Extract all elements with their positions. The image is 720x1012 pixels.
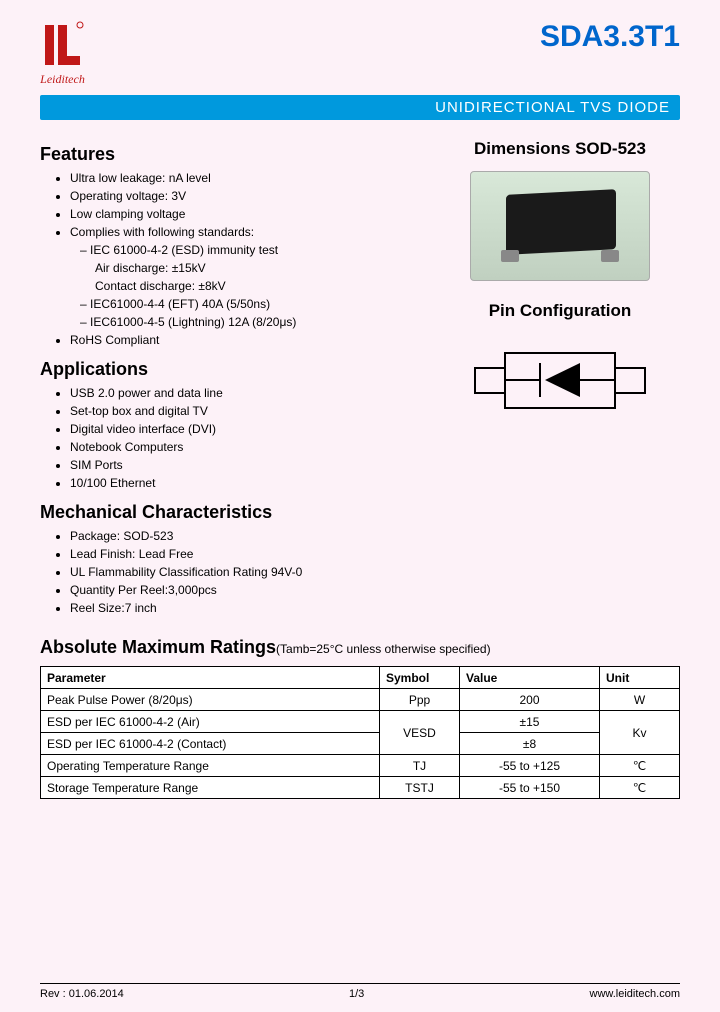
content-columns: Features Ultra low leakage: nA level Ope… (40, 134, 680, 627)
dimensions-title: Dimensions SOD-523 (440, 139, 680, 159)
cell: W (600, 689, 680, 711)
ratings-section: Absolute Maximum Ratings(Tamb=25°C unles… (40, 637, 680, 799)
list-item: Package: SOD-523 (70, 527, 420, 545)
applications-title: Applications (40, 359, 420, 380)
list-item: Complies with following standards: – IEC… (70, 223, 420, 331)
table-row: Storage Temperature Range TSTJ -55 to +1… (41, 777, 680, 799)
list-item: Notebook Computers (70, 438, 420, 456)
list-item: 10/100 Ethernet (70, 474, 420, 492)
logo-icon (40, 20, 85, 70)
table-row: Operating Temperature Range TJ -55 to +1… (41, 755, 680, 777)
logo: Leiditech (40, 20, 85, 87)
cell: VESD (380, 711, 460, 755)
part-number: SDA3.3T1 (540, 20, 680, 54)
right-column: Dimensions SOD-523 Pin Configuration (440, 134, 680, 627)
footer-url: www.leiditech.com (590, 988, 680, 1000)
cell: Operating Temperature Range (41, 755, 380, 777)
list-item: RoHS Compliant (70, 331, 420, 349)
cell: ESD per IEC 61000-4-2 (Contact) (41, 733, 380, 755)
list-item: UL Flammability Classification Rating 94… (70, 563, 420, 581)
list-item: Ultra low leakage: nA level (70, 169, 420, 187)
cell: TJ (380, 755, 460, 777)
cell: ±15 (460, 711, 600, 733)
cell: ±8 (460, 733, 600, 755)
footer: Rev : 01.06.2014 1/3 www.leiditech.com (40, 983, 680, 1000)
th-param: Parameter (41, 667, 380, 689)
ratings-table: Parameter Symbol Value Unit Peak Pulse P… (40, 666, 680, 799)
cell: -55 to +125 (460, 755, 600, 777)
list-item: SIM Ports (70, 456, 420, 474)
list-item: Lead Finish: Lead Free (70, 545, 420, 563)
list-item: Quantity Per Reel:3,000pcs (70, 581, 420, 599)
sub-item: Air discharge: ±15kV (70, 259, 420, 277)
pin-config-diagram (470, 333, 650, 433)
sub-item: – IEC 61000-4-2 (ESD) immunity test (70, 241, 420, 259)
features-title: Features (40, 144, 420, 165)
list-item: Set-top box and digital TV (70, 402, 420, 420)
list-item: USB 2.0 power and data line (70, 384, 420, 402)
left-column: Features Ultra low leakage: nA level Ope… (40, 134, 420, 627)
lead-icon (601, 250, 619, 262)
cell: Ppp (380, 689, 460, 711)
lead-icon (501, 250, 519, 262)
th-unit: Unit (600, 667, 680, 689)
cell: ESD per IEC 61000-4-2 (Air) (41, 711, 380, 733)
cell: -55 to +150 (460, 777, 600, 799)
pin-config-title: Pin Configuration (440, 301, 680, 321)
th-symbol: Symbol (380, 667, 460, 689)
page: Leiditech SDA3.3T1 UNIDIRECTIONAL TVS DI… (0, 0, 720, 1012)
list-item: Operating voltage: 3V (70, 187, 420, 205)
cell: TSTJ (380, 777, 460, 799)
table-row: ESD per IEC 61000-4-2 (Contact) ±8 (41, 733, 680, 755)
ratings-subtitle: (Tamb=25°C unless otherwise specified) (276, 642, 491, 656)
table-header-row: Parameter Symbol Value Unit (41, 667, 680, 689)
list-item: Low clamping voltage (70, 205, 420, 223)
features-list: Ultra low leakage: nA level Operating vo… (40, 169, 420, 349)
banner: UNIDIRECTIONAL TVS DIODE (40, 95, 680, 120)
footer-rev: Rev : 01.06.2014 (40, 988, 124, 1000)
chip-icon (506, 189, 616, 255)
applications-list: USB 2.0 power and data line Set-top box … (40, 384, 420, 492)
cell: Kv (600, 711, 680, 755)
list-item: Digital video interface (DVI) (70, 420, 420, 438)
cell: ℃ (600, 755, 680, 777)
mech-title: Mechanical Characteristics (40, 502, 420, 523)
sub-item: – IEC61000-4-5 (Lightning) 12A (8/20μs) (70, 313, 420, 331)
list-text: Complies with following standards: (70, 225, 254, 239)
sub-item: – IEC61000-4-4 (EFT) 40A (5/50ns) (70, 295, 420, 313)
cell: Peak Pulse Power (8/20μs) (41, 689, 380, 711)
list-item: Reel Size:7 inch (70, 599, 420, 617)
package-image (470, 171, 650, 281)
mech-list: Package: SOD-523 Lead Finish: Lead Free … (40, 527, 420, 617)
th-value: Value (460, 667, 600, 689)
table-row: ESD per IEC 61000-4-2 (Air) VESD ±15 Kv (41, 711, 680, 733)
header: Leiditech SDA3.3T1 (40, 20, 680, 87)
sub-item: Contact discharge: ±8kV (70, 277, 420, 295)
brand-text: Leiditech (40, 72, 85, 87)
cell: 200 (460, 689, 600, 711)
footer-page: 1/3 (349, 988, 364, 1000)
ratings-title: Absolute Maximum Ratings (40, 637, 276, 657)
cell: Storage Temperature Range (41, 777, 380, 799)
table-row: Peak Pulse Power (8/20μs) Ppp 200 W (41, 689, 680, 711)
cell: ℃ (600, 777, 680, 799)
